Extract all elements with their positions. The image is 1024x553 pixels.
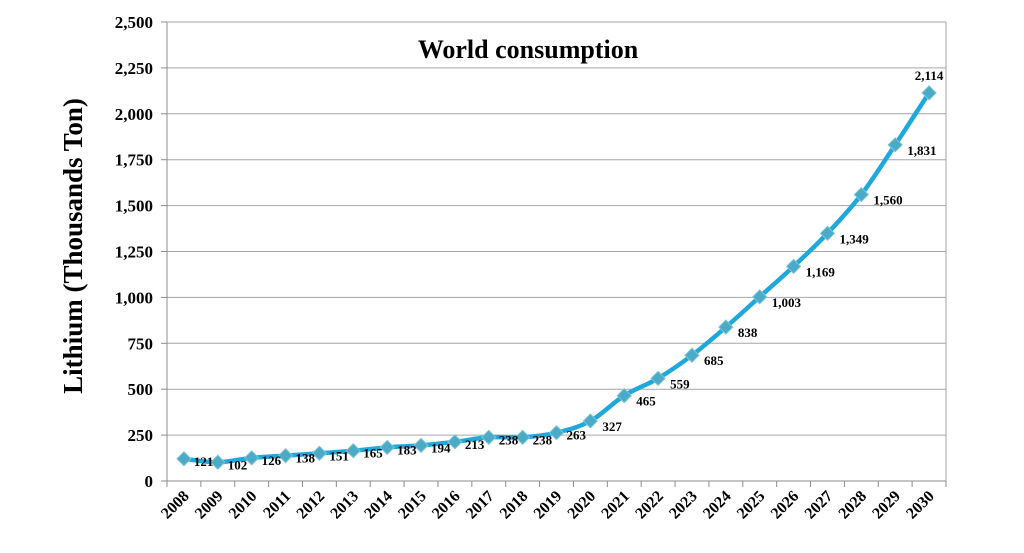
data-label: 165 xyxy=(363,446,383,461)
x-tick-label: 2014 xyxy=(361,488,396,523)
data-marker xyxy=(718,319,734,335)
data-marker xyxy=(921,85,937,101)
data-marker xyxy=(345,442,361,459)
data-marker xyxy=(447,434,463,450)
data-marker xyxy=(752,289,768,305)
data-label: 263 xyxy=(567,428,587,443)
data-marker xyxy=(413,437,429,454)
y-tick-label: 2,250 xyxy=(115,59,153,78)
x-tick-label: 2009 xyxy=(192,488,227,523)
x-tick-labels: 2008 2009 2010 2011 2012 2013 2014 2015 2016 2017… xyxy=(158,488,938,523)
data-marker xyxy=(582,413,599,429)
x-tick-label: 2021 xyxy=(598,488,633,523)
data-markers xyxy=(176,85,937,470)
axes xyxy=(161,21,947,487)
x-tick-label: 2016 xyxy=(429,488,464,523)
x-tick-label: 2008 xyxy=(158,488,193,523)
data-label: 1,003 xyxy=(772,295,802,310)
y-tick-label: 0 xyxy=(145,472,154,491)
y-tick-label: 2,000 xyxy=(115,105,153,124)
data-marker xyxy=(210,454,226,470)
x-tick-label: 2030 xyxy=(903,488,938,523)
y-tick-label: 1,750 xyxy=(115,151,153,170)
data-marker xyxy=(616,387,632,404)
chart-title: World consumption xyxy=(418,35,639,64)
x-tick-label: 2011 xyxy=(260,488,294,522)
data-label: 194 xyxy=(431,440,451,455)
x-tick-label: 2017 xyxy=(463,488,498,523)
data-label: 102 xyxy=(228,457,248,472)
x-tick-label: 2029 xyxy=(869,488,904,523)
data-marker xyxy=(277,447,294,464)
x-tick-label: 2018 xyxy=(497,488,532,523)
data-label: 2,114 xyxy=(915,68,944,83)
data-label: 183 xyxy=(397,442,417,457)
data-marker xyxy=(311,445,328,461)
data-label: 121 xyxy=(194,454,214,469)
data-marker xyxy=(176,451,192,467)
x-tick-label: 2015 xyxy=(395,488,430,523)
x-tick-label: 2028 xyxy=(836,488,871,523)
y-tick-label: 1,500 xyxy=(115,197,153,216)
x-tick-label: 2023 xyxy=(666,488,701,523)
data-marker xyxy=(684,347,700,363)
data-label: 327 xyxy=(602,419,622,434)
data-label: 238 xyxy=(533,432,553,447)
x-tick-label: 2024 xyxy=(700,488,735,523)
y-tick-label: 1,250 xyxy=(115,243,153,262)
data-label: 1,831 xyxy=(907,143,936,158)
data-label: 138 xyxy=(296,451,316,466)
y-tick-label: 750 xyxy=(128,334,154,353)
data-label: 213 xyxy=(465,437,485,452)
data-marker xyxy=(853,186,870,203)
data-marker xyxy=(243,450,260,466)
data-marker xyxy=(650,370,666,387)
data-marker xyxy=(481,429,497,446)
data-label: 151 xyxy=(329,448,349,463)
data-label: 238 xyxy=(499,432,519,447)
x-tick-label: 2013 xyxy=(327,488,362,523)
x-tick-label: 2026 xyxy=(768,488,803,523)
x-tick-label: 2012 xyxy=(294,488,329,523)
data-marker xyxy=(379,439,395,456)
data-label: 1,349 xyxy=(839,231,869,246)
x-tick-label: 2010 xyxy=(226,488,261,523)
y-axis-label: Lithium (Thousands Ton) xyxy=(58,98,88,394)
data-label: 685 xyxy=(704,353,724,368)
x-tick-label: 2025 xyxy=(734,488,769,523)
data-label: 465 xyxy=(636,394,656,409)
y-tick-label: 250 xyxy=(128,426,154,445)
x-tick-label: 2020 xyxy=(565,488,600,523)
data-marker xyxy=(548,425,565,441)
x-tick-label: 2027 xyxy=(802,488,837,523)
data-label: 838 xyxy=(738,325,758,340)
x-tick-label: 2022 xyxy=(632,488,667,523)
data-labels: 121 102 126 138 151 165 183 194 213 238 238 263 327 4… xyxy=(194,68,944,472)
y-tick-label: 1,000 xyxy=(115,288,153,307)
data-label: 1,560 xyxy=(873,193,902,208)
data-label: 1,169 xyxy=(806,264,836,279)
y-tick-labels: 0 250 500 750 1,000 1,250 1,500 1,750 2,000 2,250… xyxy=(115,13,153,491)
data-marker xyxy=(887,137,903,153)
data-marker xyxy=(819,225,836,242)
data-marker xyxy=(785,258,802,275)
data-marker xyxy=(514,429,531,446)
data-label: 126 xyxy=(262,453,282,468)
data-label: 559 xyxy=(670,376,690,391)
y-tick-label: 2,500 xyxy=(115,13,153,32)
y-tick-label: 500 xyxy=(128,380,154,399)
x-tick-label: 2019 xyxy=(531,488,566,523)
